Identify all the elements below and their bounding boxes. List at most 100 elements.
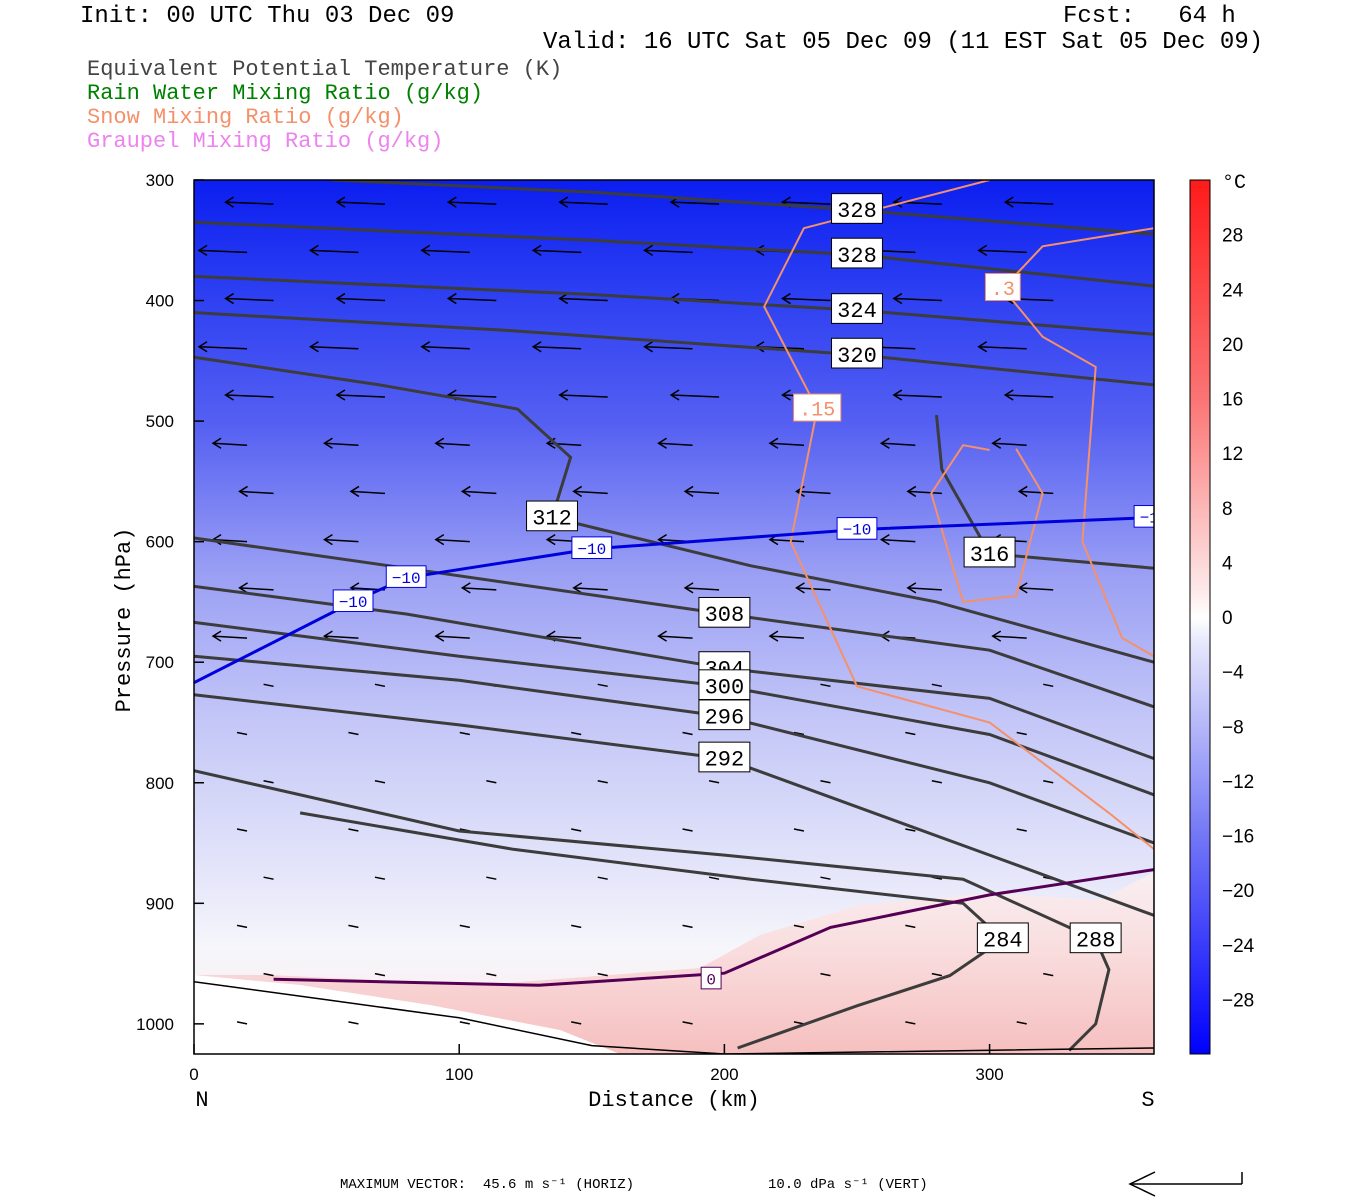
plot-frame	[193, 179, 1155, 1055]
wind-vector	[558, 292, 608, 305]
wind-vector	[531, 244, 582, 256]
wind-vector	[486, 876, 497, 880]
wind-vector	[434, 534, 470, 546]
colorbar	[1189, 179, 1211, 1055]
contour-label: .3	[984, 272, 1021, 302]
wind-vector	[793, 828, 805, 832]
wind-vector	[643, 341, 693, 353]
below-ground-region	[194, 975, 620, 1054]
wind-vector	[768, 437, 804, 449]
colorbar-tick-label: 0	[1222, 608, 1233, 629]
wind-vector	[348, 828, 359, 832]
wind-vector	[683, 485, 720, 498]
wind-vector	[335, 292, 385, 305]
wind-vector	[459, 1021, 470, 1025]
theta-e-line	[194, 274, 1154, 336]
theta-e-line	[299, 811, 1006, 1050]
wind-vector	[348, 1021, 359, 1025]
wind-vector	[597, 972, 608, 977]
wind-vector	[211, 437, 248, 449]
colorbar-tick-label: 20	[1222, 335, 1243, 356]
wind-vector	[906, 582, 942, 594]
contour-label: 284	[976, 922, 1029, 954]
wind-vector	[263, 972, 274, 977]
theta-e-line	[194, 769, 1111, 1052]
contour-label-text: 320	[837, 344, 877, 369]
wind-vector	[682, 924, 693, 929]
contour-label: .15	[793, 393, 842, 422]
snow-contours	[763, 180, 1154, 850]
x-axis-title: Distance (km)	[588, 1088, 760, 1113]
wind-vector	[572, 485, 608, 498]
wind-vector	[224, 196, 274, 208]
theta-e-line	[194, 355, 1154, 664]
contour-label-text: .15	[799, 399, 835, 422]
wind-vector	[374, 972, 386, 977]
wind-vector	[977, 244, 1027, 256]
wind-vector	[657, 630, 693, 642]
wind-vector	[1043, 972, 1054, 977]
theta-e-line	[935, 414, 1154, 570]
wind-vector	[460, 485, 497, 498]
wind-vector	[434, 630, 470, 642]
forecast-hour: Fcst: 64 h	[1063, 3, 1236, 30]
wind-vector-field	[197, 196, 1054, 1025]
wind-vector	[446, 292, 497, 305]
contour-label-text: 312	[532, 507, 572, 532]
colorbar-unit: °C	[1222, 172, 1246, 195]
colorbar-tick-label: −12	[1222, 772, 1254, 793]
wind-vector	[572, 582, 608, 594]
colorbar-tick-label: 16	[1222, 390, 1243, 411]
wind-vector	[906, 485, 942, 498]
contour-label: 316	[963, 536, 1016, 568]
wind-vector	[708, 876, 720, 880]
wind-vector	[211, 630, 248, 642]
wind-vector	[820, 876, 831, 880]
legend-snow: Snow Mixing Ratio (g/kg)	[87, 105, 404, 130]
y-tick-label: 500	[146, 412, 174, 431]
wind-vector	[335, 389, 385, 401]
x-axis-right-label: S	[1141, 1088, 1154, 1113]
max-vector-arrow	[1128, 1171, 1243, 1197]
legend-rain: Rain Water Mixing Ratio (g/kg)	[87, 81, 484, 106]
wind-vector	[460, 582, 497, 594]
colorbar-tick-label: −24	[1222, 936, 1255, 957]
legend-theta-e: Equivalent Potential Temperature (K)	[87, 57, 563, 82]
wind-vector	[597, 876, 608, 880]
contour-label-text: −10	[843, 522, 872, 540]
wind-vector	[238, 582, 274, 594]
valid-time: Valid: 16 UTC Sat 05 Dec 09 (11 EST Sat …	[543, 29, 1264, 56]
x-tick-label: 300	[975, 1065, 1003, 1084]
wind-vector	[977, 341, 1027, 353]
wind-vector	[571, 828, 582, 832]
theta-e-line	[331, 180, 1154, 236]
contour-label-text: 0	[706, 971, 716, 989]
wind-vector	[374, 780, 386, 784]
contour-label-text: 328	[837, 244, 877, 269]
max-vector-vertical: 10.0 dPa s⁻¹ (VERT)	[768, 1177, 928, 1193]
contour-label: 320	[831, 337, 883, 369]
contour-label: 0	[700, 966, 722, 989]
wind-vector	[197, 244, 248, 256]
terrain-line	[194, 980, 1154, 1054]
contour-label-text: 300	[705, 675, 745, 700]
contour-label-text: 284	[983, 929, 1023, 954]
wind-vector	[768, 630, 804, 642]
contour-label: 296	[698, 699, 751, 730]
wind-vector	[1017, 582, 1054, 594]
y-tick-label: 600	[146, 533, 174, 552]
contour-label: 288	[1069, 922, 1122, 954]
y-tick-label: 800	[146, 774, 174, 793]
x-axis-left-label: N	[195, 1088, 208, 1113]
wind-vector	[434, 437, 470, 449]
theta-e-contours	[194, 180, 1154, 1052]
colorbar-tick-label: 12	[1222, 444, 1243, 465]
wind-vector	[892, 292, 942, 305]
wind-vector	[820, 972, 831, 977]
wind-vector	[323, 437, 359, 449]
wind-vector	[1003, 389, 1054, 401]
wind-vector	[1016, 1021, 1027, 1025]
contour-label-text: 328	[837, 199, 877, 224]
wind-vector	[374, 683, 386, 688]
